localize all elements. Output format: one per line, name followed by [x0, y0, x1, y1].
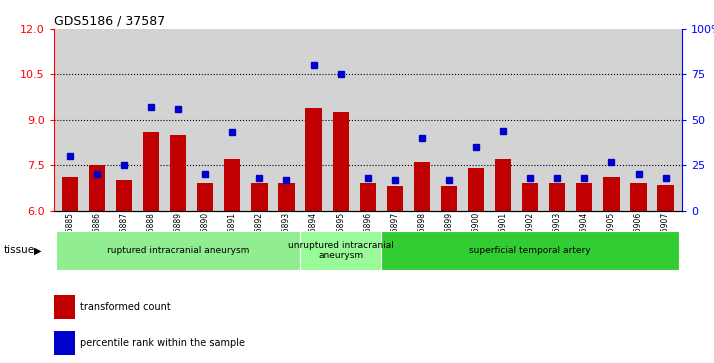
- Bar: [54, 331, 75, 355]
- Text: percentile rank within the sample: percentile rank within the sample: [80, 338, 246, 348]
- Bar: [56, 231, 300, 270]
- Bar: [251, 183, 268, 211]
- Bar: [441, 186, 457, 211]
- Text: unruptured intracranial
aneurysm: unruptured intracranial aneurysm: [288, 241, 393, 260]
- Bar: [522, 183, 538, 211]
- Bar: [603, 177, 620, 211]
- Bar: [197, 183, 213, 211]
- Bar: [549, 183, 565, 211]
- Bar: [468, 168, 484, 211]
- Bar: [224, 159, 241, 211]
- Text: superficial temporal artery: superficial temporal artery: [469, 246, 591, 255]
- Bar: [576, 183, 593, 211]
- Bar: [143, 132, 159, 211]
- Bar: [278, 183, 295, 211]
- Bar: [387, 186, 403, 211]
- Bar: [89, 165, 105, 211]
- Bar: [413, 162, 430, 211]
- Text: ▶: ▶: [34, 245, 42, 256]
- Bar: [61, 177, 78, 211]
- Bar: [300, 231, 381, 270]
- Text: ruptured intracranial aneurysm: ruptured intracranial aneurysm: [107, 246, 249, 255]
- Bar: [381, 231, 679, 270]
- Bar: [116, 180, 132, 211]
- Bar: [658, 185, 674, 211]
- Text: tissue: tissue: [4, 245, 35, 256]
- Text: GDS5186 / 37587: GDS5186 / 37587: [54, 15, 165, 28]
- Bar: [630, 183, 647, 211]
- Bar: [306, 108, 322, 211]
- Bar: [54, 295, 75, 319]
- Bar: [360, 183, 376, 211]
- Bar: [333, 112, 348, 211]
- Bar: [495, 159, 511, 211]
- Bar: [170, 135, 186, 211]
- Text: transformed count: transformed count: [80, 302, 171, 312]
